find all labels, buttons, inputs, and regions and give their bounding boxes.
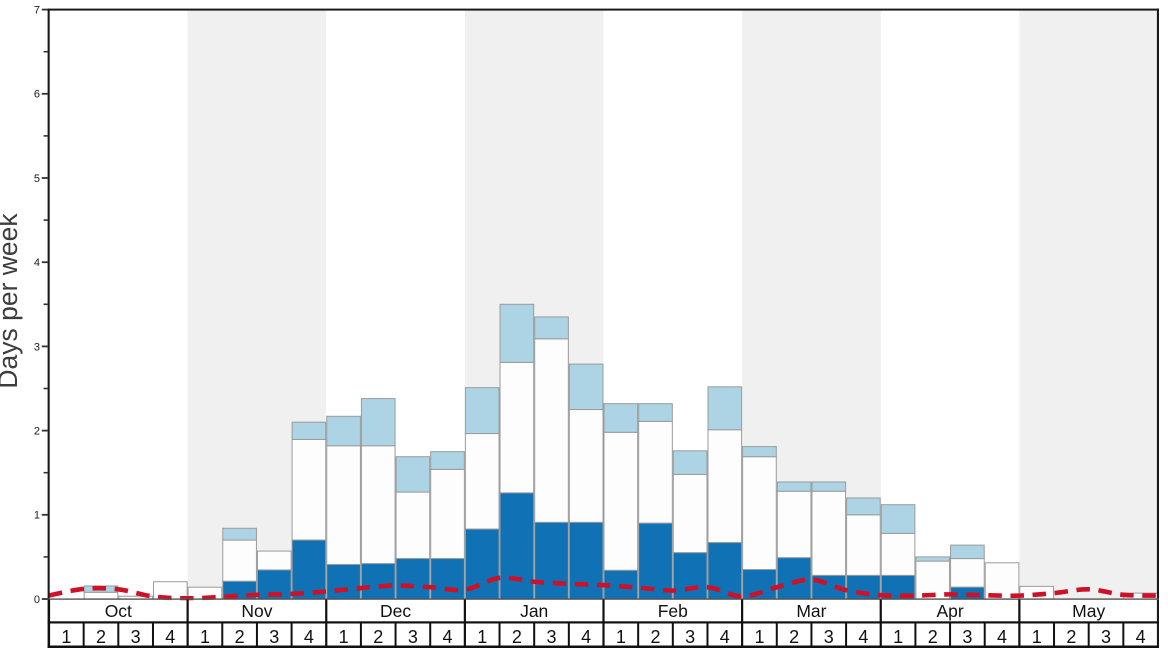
svg-text:1: 1 [754,627,764,647]
svg-text:3: 3 [131,627,141,647]
svg-text:3: 3 [34,341,40,353]
svg-text:2: 2 [373,627,383,647]
svg-text:6: 6 [34,89,40,101]
svg-text:2: 2 [928,627,938,647]
svg-text:2: 2 [512,627,522,647]
svg-text:1: 1 [1032,627,1042,647]
svg-text:1: 1 [616,627,626,647]
svg-text:4: 4 [720,627,730,647]
svg-text:Feb: Feb [658,601,688,621]
svg-text:Nov: Nov [241,601,272,621]
svg-text:4: 4 [443,627,453,647]
svg-text:4: 4 [997,627,1007,647]
svg-text:Days per week: Days per week [0,213,23,389]
svg-text:3: 3 [408,627,418,647]
svg-text:3: 3 [824,627,834,647]
svg-text:1: 1 [34,510,40,522]
svg-text:2: 2 [235,627,245,647]
svg-text:Jan: Jan [520,601,548,621]
svg-text:May: May [1072,601,1105,621]
svg-text:2: 2 [96,627,106,647]
svg-text:3: 3 [1101,627,1111,647]
svg-text:4: 4 [34,257,40,269]
svg-text:4: 4 [581,627,591,647]
svg-text:2: 2 [650,627,660,647]
svg-text:3: 3 [547,627,557,647]
svg-text:4: 4 [165,627,175,647]
svg-text:7: 7 [34,5,40,17]
svg-text:Mar: Mar [796,601,826,621]
svg-text:2: 2 [789,627,799,647]
svg-text:2: 2 [34,426,40,438]
svg-text:3: 3 [269,627,279,647]
svg-text:3: 3 [962,627,972,647]
svg-text:1: 1 [339,627,349,647]
svg-text:1: 1 [893,627,903,647]
svg-text:5: 5 [34,173,40,185]
svg-text:Apr: Apr [936,601,963,621]
svg-text:0: 0 [34,594,40,606]
svg-text:1: 1 [200,627,210,647]
svg-text:4: 4 [858,627,868,647]
svg-text:1: 1 [61,627,71,647]
svg-text:4: 4 [1136,627,1146,647]
svg-text:1: 1 [477,627,487,647]
svg-text:3: 3 [685,627,695,647]
svg-text:2: 2 [1066,627,1076,647]
svg-text:Oct: Oct [105,601,132,621]
svg-text:4: 4 [304,627,314,647]
svg-text:Dec: Dec [380,601,411,621]
